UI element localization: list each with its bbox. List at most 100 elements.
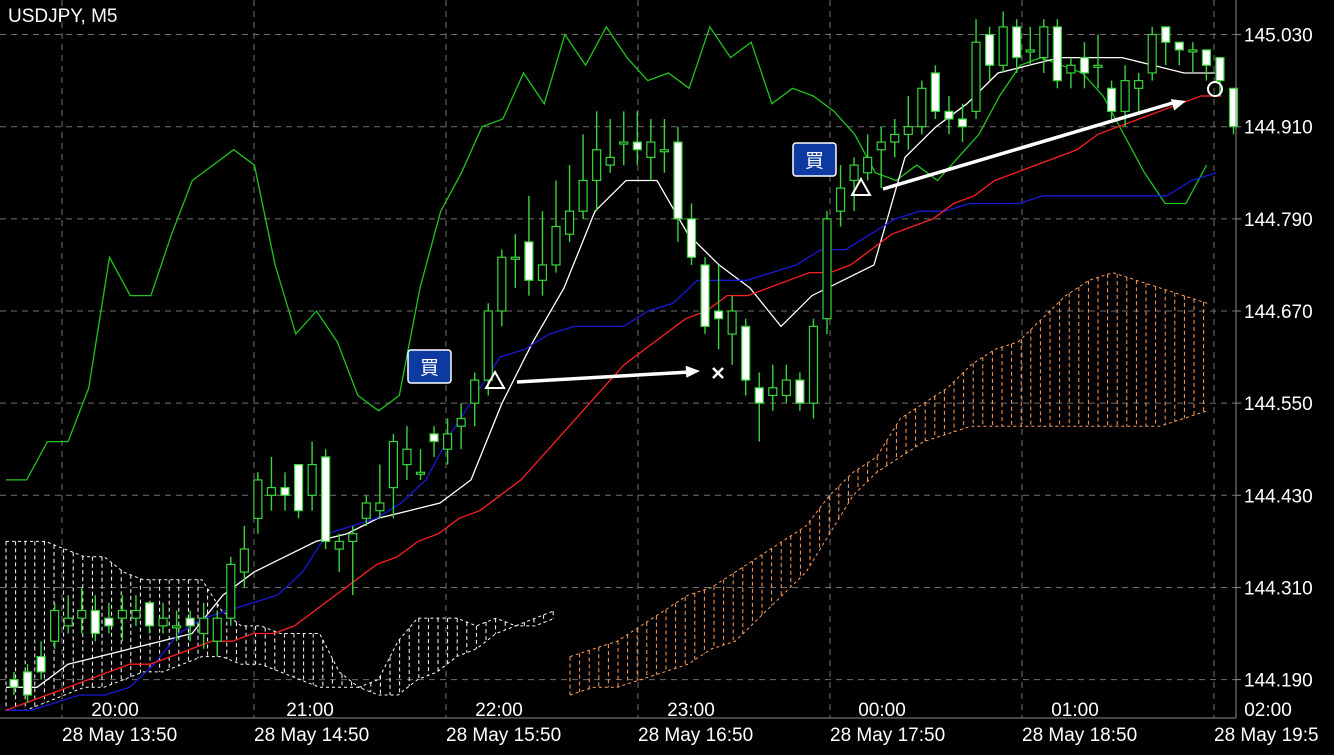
candle-bull bbox=[77, 609, 87, 619]
time-label-bottom: 28 May 14:50 bbox=[254, 725, 369, 746]
candle-bull bbox=[808, 325, 819, 404]
candle-bull bbox=[199, 617, 209, 635]
candle-bull bbox=[537, 264, 548, 281]
candle-bear bbox=[957, 118, 968, 128]
candle-bull bbox=[226, 563, 236, 619]
candle-bull bbox=[551, 225, 561, 266]
candle-bull bbox=[388, 440, 398, 489]
time-label-bottom: 28 May 19:5 bbox=[1214, 725, 1319, 746]
time-label-bottom: 28 May 15:50 bbox=[446, 725, 561, 746]
candle-bull bbox=[212, 617, 222, 642]
candle-bull bbox=[334, 540, 344, 550]
candle-bull bbox=[415, 471, 426, 475]
price-label: 144.910 bbox=[1244, 118, 1313, 139]
badge-label: 買 bbox=[420, 358, 439, 379]
candle-bull bbox=[605, 156, 615, 166]
candle-bear bbox=[944, 110, 954, 120]
candle-bull bbox=[172, 625, 182, 629]
candle-bear bbox=[1201, 49, 1212, 66]
exit-cross-icon bbox=[712, 367, 724, 379]
candle-bear bbox=[1012, 26, 1022, 59]
upper-band-line bbox=[6, 56, 1215, 688]
candle-bull bbox=[592, 149, 602, 182]
candle-bear bbox=[700, 264, 710, 327]
candle-bull bbox=[849, 164, 859, 182]
candle-bull bbox=[361, 502, 371, 519]
exit-circle-icon bbox=[1207, 81, 1223, 97]
candle-bear bbox=[429, 433, 439, 443]
candle-bear bbox=[1174, 41, 1184, 51]
candle-bear bbox=[1228, 87, 1239, 128]
candle-bull bbox=[117, 609, 128, 619]
chikou-line bbox=[6, 25, 1208, 481]
price-label: 144.430 bbox=[1244, 486, 1313, 507]
candle-bear bbox=[1161, 26, 1171, 43]
candle-bull bbox=[1025, 49, 1035, 53]
candle-bull bbox=[890, 133, 900, 143]
candle-bull bbox=[781, 379, 791, 397]
candle-bear bbox=[524, 241, 534, 281]
candle-bull bbox=[835, 187, 846, 212]
candle-bear bbox=[321, 456, 331, 542]
candle-bull bbox=[443, 433, 453, 450]
candle-bear bbox=[90, 609, 100, 635]
candle-bear bbox=[104, 617, 114, 627]
candle-bull bbox=[1134, 80, 1144, 89]
candle-bear bbox=[930, 72, 941, 112]
cloud-orange-edge-b bbox=[569, 410, 1208, 696]
symbol-title: USDJPY, M5 bbox=[8, 6, 118, 27]
candle-bull bbox=[578, 179, 588, 212]
candle-bull bbox=[876, 141, 886, 151]
candle-bear bbox=[1106, 87, 1117, 112]
cloud-white-edge-a bbox=[6, 540, 555, 688]
candle-bull bbox=[375, 502, 385, 512]
candle-bull bbox=[659, 149, 670, 153]
time-label-bottom: 28 May 16:50 bbox=[638, 725, 753, 746]
trade-arrow-line bbox=[882, 100, 1177, 191]
candle-bear bbox=[144, 602, 155, 627]
buy-entry-badge[interactable]: 買 bbox=[407, 349, 452, 384]
candle-bull bbox=[727, 310, 737, 335]
time-label-top: 02:00 bbox=[1244, 700, 1292, 721]
candle-bull bbox=[158, 617, 168, 627]
candle-bear bbox=[632, 141, 642, 151]
candle-bull bbox=[253, 479, 263, 519]
time-label-top: 20:00 bbox=[91, 700, 139, 721]
price-label: 144.670 bbox=[1244, 302, 1313, 323]
candle-bull bbox=[646, 141, 656, 159]
kijun-line bbox=[6, 172, 1217, 711]
entry-triangle-icon bbox=[484, 369, 506, 389]
candle-bull bbox=[971, 41, 981, 112]
candle-bear bbox=[741, 325, 751, 381]
time-label-bottom: 28 May 18:50 bbox=[1022, 725, 1137, 746]
candle-bull bbox=[266, 487, 277, 496]
trade-arrow-head bbox=[685, 365, 700, 378]
badge-box bbox=[407, 349, 452, 384]
candle-bear bbox=[185, 617, 195, 627]
candle-bull bbox=[564, 210, 575, 235]
candle-bear bbox=[9, 679, 19, 688]
time-label-top: 21:00 bbox=[286, 700, 334, 721]
time-label-top: 00:00 bbox=[858, 700, 906, 721]
buy-entry-badge[interactable]: 買 bbox=[792, 142, 837, 177]
trade-arrow-head bbox=[1170, 99, 1186, 111]
trade-markers[interactable]: 買買 bbox=[407, 81, 1223, 389]
candle-bull bbox=[131, 609, 141, 619]
entry-triangle-icon bbox=[850, 176, 872, 196]
candle-bull bbox=[63, 617, 73, 627]
price-label: 145.030 bbox=[1244, 26, 1313, 47]
candle-bull bbox=[402, 448, 412, 466]
candle-bull bbox=[1120, 80, 1130, 112]
candle-bear bbox=[754, 387, 764, 404]
candle-bear bbox=[36, 655, 46, 673]
candle-bull bbox=[510, 256, 520, 260]
candle-bear bbox=[686, 218, 697, 258]
candle-bull bbox=[497, 256, 507, 312]
candle-bull bbox=[307, 463, 317, 496]
candle-bull bbox=[917, 87, 927, 128]
price-label: 144.550 bbox=[1244, 394, 1313, 415]
candles bbox=[9, 11, 1239, 703]
candle-bear bbox=[22, 671, 33, 696]
